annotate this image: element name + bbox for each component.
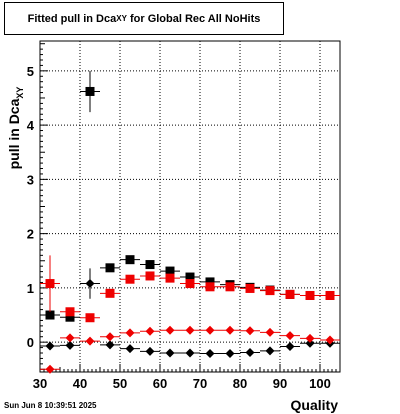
data-point-diamond: [205, 325, 215, 335]
data-point-diamond: [65, 340, 75, 350]
data-point-diamond: [245, 326, 255, 336]
data-point-diamond: [45, 341, 55, 351]
series-2: [40, 255, 340, 323]
x-tick-label: 90: [273, 376, 287, 391]
data-point-diamond: [185, 348, 195, 358]
data-point-diamond: [285, 341, 295, 351]
x-tick-label: 50: [113, 376, 127, 391]
title-suffix: for Global Rec All NoHits: [126, 12, 261, 25]
data-point-diamond: [205, 349, 215, 359]
data-point-square: [65, 312, 75, 322]
data-point-square: [105, 263, 115, 273]
x-tick-label: 70: [193, 376, 207, 391]
data-point-square: [125, 255, 135, 265]
chart-title: Fitted pull in Dca XY for Global Rec All …: [5, 3, 283, 34]
data-point-square: [305, 290, 315, 300]
data-point-square: [245, 283, 255, 293]
data-point-diamond: [85, 336, 95, 346]
y-tick-label: 4: [27, 118, 35, 133]
y-tick-label: 5: [27, 64, 34, 79]
data-point-square: [165, 273, 175, 283]
title-subscript: XY: [116, 14, 127, 23]
data-point-square: [65, 307, 75, 317]
data-point-square: [165, 266, 175, 276]
data-point-square: [265, 286, 275, 296]
x-tick-label: 100: [309, 376, 331, 391]
data-point-diamond: [65, 333, 75, 343]
data-point-diamond: [105, 340, 115, 350]
data-point-square: [285, 289, 295, 299]
y-tick-label: 3: [27, 172, 34, 187]
data-point-diamond: [125, 328, 135, 338]
data-point-square: [205, 282, 215, 292]
data-point-diamond: [145, 346, 155, 356]
title-prefix: Fitted pull in Dca: [27, 12, 117, 25]
data-point-square: [225, 282, 235, 292]
data-point-square: [125, 274, 135, 284]
data-point-diamond: [45, 364, 55, 374]
data-series: [40, 70, 340, 374]
grid: [40, 41, 340, 372]
data-point-square: [205, 277, 215, 287]
data-point-diamond: [225, 325, 235, 335]
data-point-diamond: [185, 325, 195, 335]
y-axis-label-main: pull in Dca: [6, 98, 22, 169]
data-point-square: [325, 290, 335, 300]
data-point-diamond: [285, 331, 295, 341]
data-point-square: [185, 279, 195, 289]
data-point-diamond: [125, 344, 135, 354]
data-point-diamond: [305, 333, 315, 343]
x-tick-label: 80: [233, 376, 247, 391]
timestamp-label: Sun Jun 8 10:39:51 2025: [4, 401, 97, 410]
data-point-square: [45, 279, 55, 289]
x-tick-label: 60: [153, 376, 167, 391]
title-box: Fitted pull in Dca XY for Global Rec All …: [4, 2, 284, 35]
data-point-diamond: [245, 347, 255, 357]
plot-frame: [39, 40, 341, 373]
data-point-diamond: [165, 325, 175, 335]
y-tick-label: 1: [27, 281, 34, 296]
series-3: [40, 268, 340, 359]
data-point-square: [45, 310, 55, 320]
data-point-diamond: [265, 346, 275, 356]
data-point-diamond: [145, 326, 155, 336]
data-point-diamond: [265, 327, 275, 337]
y-tick-label: 0: [27, 335, 34, 350]
axis-ticks: 30 40 50 60 70 80 90 100 0 1 2 3 4 5: [27, 43, 341, 391]
data-point-diamond: [225, 349, 235, 359]
x-tick-label: 30: [33, 376, 47, 391]
data-point-square: [85, 313, 95, 323]
y-axis-label: pull in DcaXY: [6, 87, 25, 170]
y-tick-label: 2: [27, 227, 34, 242]
series-4: [40, 325, 340, 374]
data-point-square: [85, 86, 95, 96]
data-point-diamond: [85, 279, 95, 289]
data-point-square: [105, 288, 115, 298]
data-point-square: [185, 272, 195, 282]
data-point-square: [145, 271, 155, 281]
data-point-diamond: [305, 338, 315, 348]
data-point-diamond: [105, 332, 115, 342]
data-point-diamond: [165, 348, 175, 358]
data-point-square: [145, 260, 155, 270]
data-point-diamond: [325, 335, 335, 345]
x-tick-label: 40: [73, 376, 87, 391]
x-axis-label: Quality: [291, 397, 339, 413]
y-axis-label-subscript: XY: [15, 87, 25, 99]
